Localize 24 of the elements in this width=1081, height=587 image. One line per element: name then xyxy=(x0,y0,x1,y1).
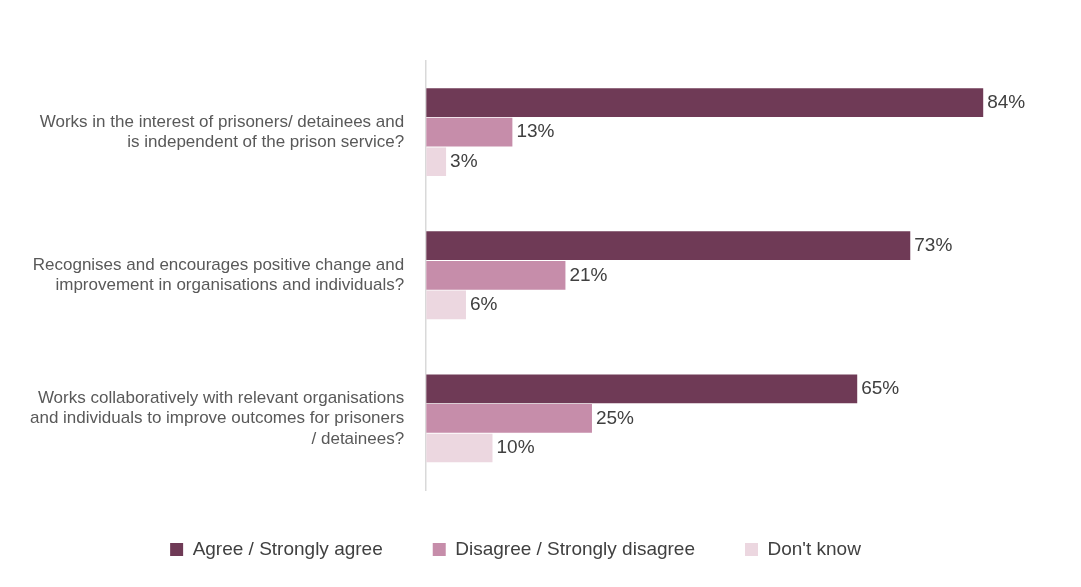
y-tick-label: Works in the interest of prisoners/ detainees and is independent of the prison service? xyxy=(39,111,405,152)
data-label: 21% xyxy=(569,263,608,285)
bar xyxy=(426,231,911,261)
bar xyxy=(426,374,858,404)
bar xyxy=(426,260,566,290)
bar xyxy=(426,117,513,147)
bar xyxy=(426,88,984,117)
data-label: 65% xyxy=(861,377,900,399)
bar xyxy=(426,147,447,177)
data-label: 73% xyxy=(914,233,953,255)
data-label: 6% xyxy=(469,293,498,315)
data-label: 3% xyxy=(450,149,478,171)
bar xyxy=(426,433,493,463)
bar xyxy=(426,404,592,433)
data-label: 13% xyxy=(516,120,555,142)
y-tick-label: Works collaboratively with relevant organisations and individuals to improve outcomes for prisoners / detainees? xyxy=(30,387,405,448)
y-tick-label: Recognises and encourages positive change and improvement in organisations and individuals? xyxy=(32,254,405,295)
data-label: 25% xyxy=(595,406,635,428)
bar xyxy=(426,290,466,320)
data-label: 84% xyxy=(987,90,1026,112)
legend-label: Disagree / Strongly disagree xyxy=(455,537,695,559)
legend-label: Agree / Strongly agree xyxy=(192,537,383,559)
data-label: 10% xyxy=(496,436,535,458)
legend-label: Don't know xyxy=(767,537,862,559)
